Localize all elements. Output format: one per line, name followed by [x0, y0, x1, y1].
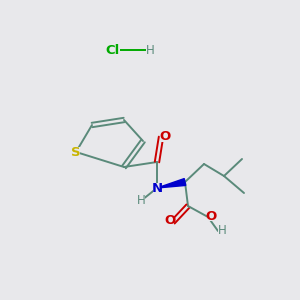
FancyBboxPatch shape: [161, 132, 169, 142]
Text: H: H: [218, 224, 226, 238]
FancyBboxPatch shape: [166, 216, 174, 226]
Text: O: O: [206, 209, 217, 223]
FancyBboxPatch shape: [137, 196, 145, 206]
FancyBboxPatch shape: [146, 45, 154, 55]
FancyBboxPatch shape: [106, 45, 120, 55]
FancyBboxPatch shape: [218, 226, 226, 236]
Text: Cl: Cl: [106, 44, 120, 56]
Text: H: H: [136, 194, 146, 208]
Text: S: S: [71, 146, 81, 158]
Text: O: O: [159, 130, 171, 143]
Text: H: H: [146, 44, 154, 56]
Text: O: O: [164, 214, 175, 227]
Text: N: N: [152, 182, 163, 194]
FancyBboxPatch shape: [72, 147, 80, 157]
FancyBboxPatch shape: [207, 211, 215, 221]
Polygon shape: [157, 178, 186, 188]
FancyBboxPatch shape: [153, 183, 161, 193]
